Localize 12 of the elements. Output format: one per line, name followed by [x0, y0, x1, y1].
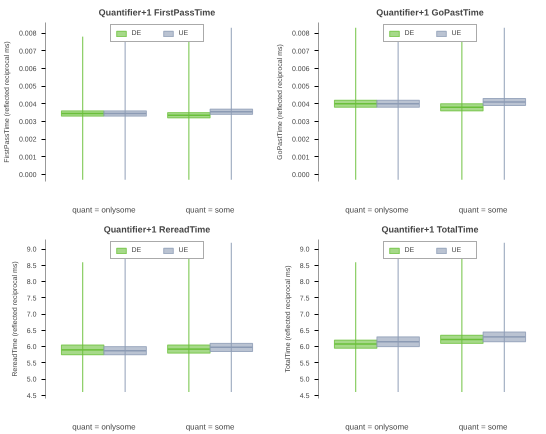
x-tick-label: quant = some [186, 206, 235, 214]
x-tick-label: quant = some [186, 422, 235, 432]
x-tick-label: quant = onlysome [345, 206, 410, 214]
x-tick-label: quant = onlysome [345, 422, 410, 432]
x-tick-label: quant = some [458, 206, 508, 214]
x-tick-label: quant = some [458, 422, 508, 432]
x-tick-label: quant = onlysome [72, 206, 136, 214]
chart-title: Quantifier+1 TotalTime [382, 224, 478, 234]
chart-title: Quantifier+1 GoPastTime [376, 8, 484, 18]
chart-title: Quantifier+1 FirstPassTime [98, 8, 216, 18]
x-tick-label: quant = onlysome [72, 422, 136, 432]
chart-title: Quantifier+1 RereadTime [104, 224, 210, 234]
